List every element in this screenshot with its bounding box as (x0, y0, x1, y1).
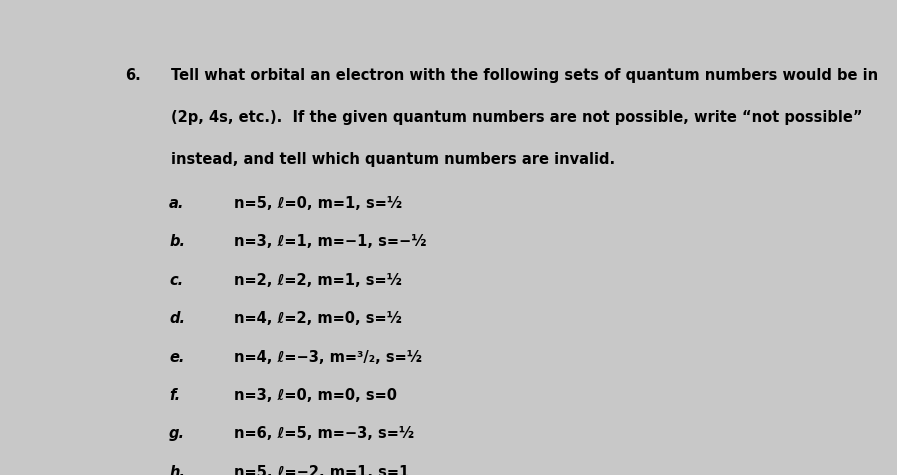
Text: f.: f. (170, 388, 180, 403)
Text: n=6, ℓ=5, m=−3, s=½: n=6, ℓ=5, m=−3, s=½ (234, 427, 414, 441)
Text: c.: c. (170, 273, 183, 288)
Text: n=2, ℓ=2, m=1, s=½: n=2, ℓ=2, m=1, s=½ (234, 273, 402, 288)
Text: n=5, ℓ=−2, m=1, s=1: n=5, ℓ=−2, m=1, s=1 (234, 465, 409, 475)
Text: a.: a. (170, 196, 185, 211)
Text: 6.: 6. (125, 68, 141, 83)
Text: (2p, 4s, etc.).  If the given quantum numbers are not possible, write “not possi: (2p, 4s, etc.). If the given quantum num… (171, 110, 863, 125)
Text: n=5, ℓ=0, m=1, s=½: n=5, ℓ=0, m=1, s=½ (234, 196, 402, 211)
Text: n=4, ℓ=−3, m=³/₂, s=½: n=4, ℓ=−3, m=³/₂, s=½ (234, 350, 422, 365)
Text: b.: b. (170, 234, 185, 249)
Text: Tell what orbital an electron with the following sets of quantum numbers would b: Tell what orbital an electron with the f… (171, 68, 878, 83)
Text: n=4, ℓ=2, m=0, s=½: n=4, ℓ=2, m=0, s=½ (234, 311, 402, 326)
Text: n=3, ℓ=0, m=0, s=0: n=3, ℓ=0, m=0, s=0 (234, 388, 396, 403)
Text: d.: d. (170, 311, 185, 326)
Text: g.: g. (170, 427, 185, 441)
Text: instead, and tell which quantum numbers are invalid.: instead, and tell which quantum numbers … (171, 152, 615, 167)
Text: e.: e. (170, 350, 185, 365)
Text: h.: h. (170, 465, 185, 475)
Text: n=3, ℓ=1, m=−1, s=−½: n=3, ℓ=1, m=−1, s=−½ (234, 234, 426, 249)
